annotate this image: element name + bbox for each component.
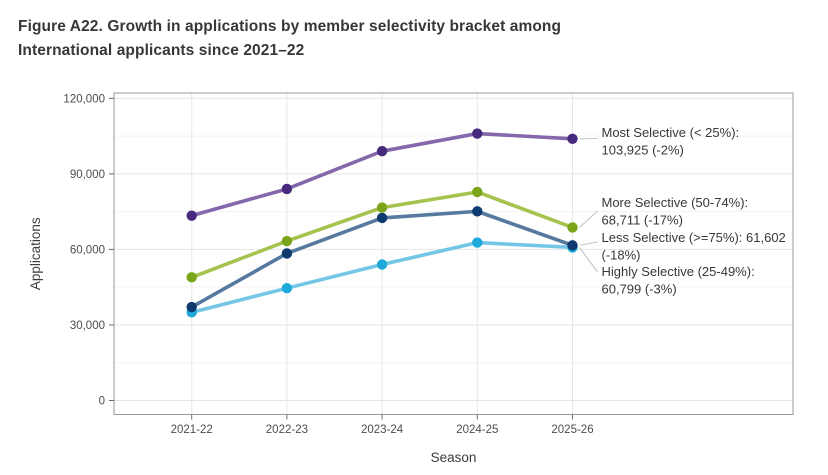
panel-border bbox=[113, 92, 794, 415]
series-annotation: 68,711 (-17%) bbox=[602, 213, 683, 228]
data-point bbox=[567, 133, 578, 144]
y-axis-title: Applications bbox=[28, 217, 43, 290]
data-point bbox=[472, 186, 483, 198]
data-point bbox=[281, 282, 293, 294]
data-point bbox=[472, 206, 483, 217]
series-annotation: Less Selective (>=75%): 61,602 bbox=[602, 230, 786, 245]
series-annotation: Most Selective (< 25%): bbox=[602, 125, 740, 140]
data-point bbox=[472, 237, 483, 248]
x-tick-label: 2023-24 bbox=[361, 424, 404, 436]
x-tick-label: 2021-22 bbox=[171, 424, 213, 436]
data-point bbox=[281, 183, 293, 195]
y-tick-label: 30,000 bbox=[70, 320, 105, 332]
figure-title-line1: Figure A22. Growth in applications by me… bbox=[18, 18, 562, 35]
data-point bbox=[281, 248, 293, 259]
y-tick-label: 0 bbox=[99, 396, 105, 408]
data-point bbox=[376, 212, 388, 224]
series-annotation: 103,925 (-2%) bbox=[602, 143, 684, 158]
data-point bbox=[376, 145, 388, 157]
figure-title-line2: International applicants since 2021–22 bbox=[18, 42, 305, 59]
figure-title: Figure A22. Growth in applications by me… bbox=[18, 15, 738, 63]
data-point bbox=[376, 259, 388, 270]
data-point bbox=[186, 272, 197, 283]
label-leader-line bbox=[579, 210, 598, 228]
x-tick-label: 2022-23 bbox=[266, 424, 308, 436]
series-annotation: Highly Selective (25-49%): bbox=[602, 264, 755, 279]
x-tick-label: 2024-25 bbox=[456, 424, 498, 436]
data-point bbox=[376, 202, 388, 213]
data-point bbox=[186, 210, 197, 221]
series-annotation: More Selective (50-74%): bbox=[602, 195, 749, 210]
data-point bbox=[567, 222, 578, 233]
x-axis-title: Season bbox=[431, 450, 477, 465]
x-tick-label: 2025-26 bbox=[551, 424, 593, 436]
data-point bbox=[472, 128, 483, 139]
series-annotation: 60,799 (-3%) bbox=[602, 282, 677, 297]
y-tick-label: 90,000 bbox=[70, 169, 105, 181]
data-point bbox=[186, 301, 197, 313]
data-point bbox=[567, 240, 578, 251]
y-tick-label: 120,000 bbox=[63, 93, 105, 105]
data-point bbox=[281, 235, 293, 247]
series-annotation: (-18%) bbox=[602, 248, 641, 263]
label-leader-line bbox=[579, 247, 598, 273]
y-tick-label: 60,000 bbox=[70, 244, 105, 256]
label-leader-line bbox=[579, 241, 598, 246]
